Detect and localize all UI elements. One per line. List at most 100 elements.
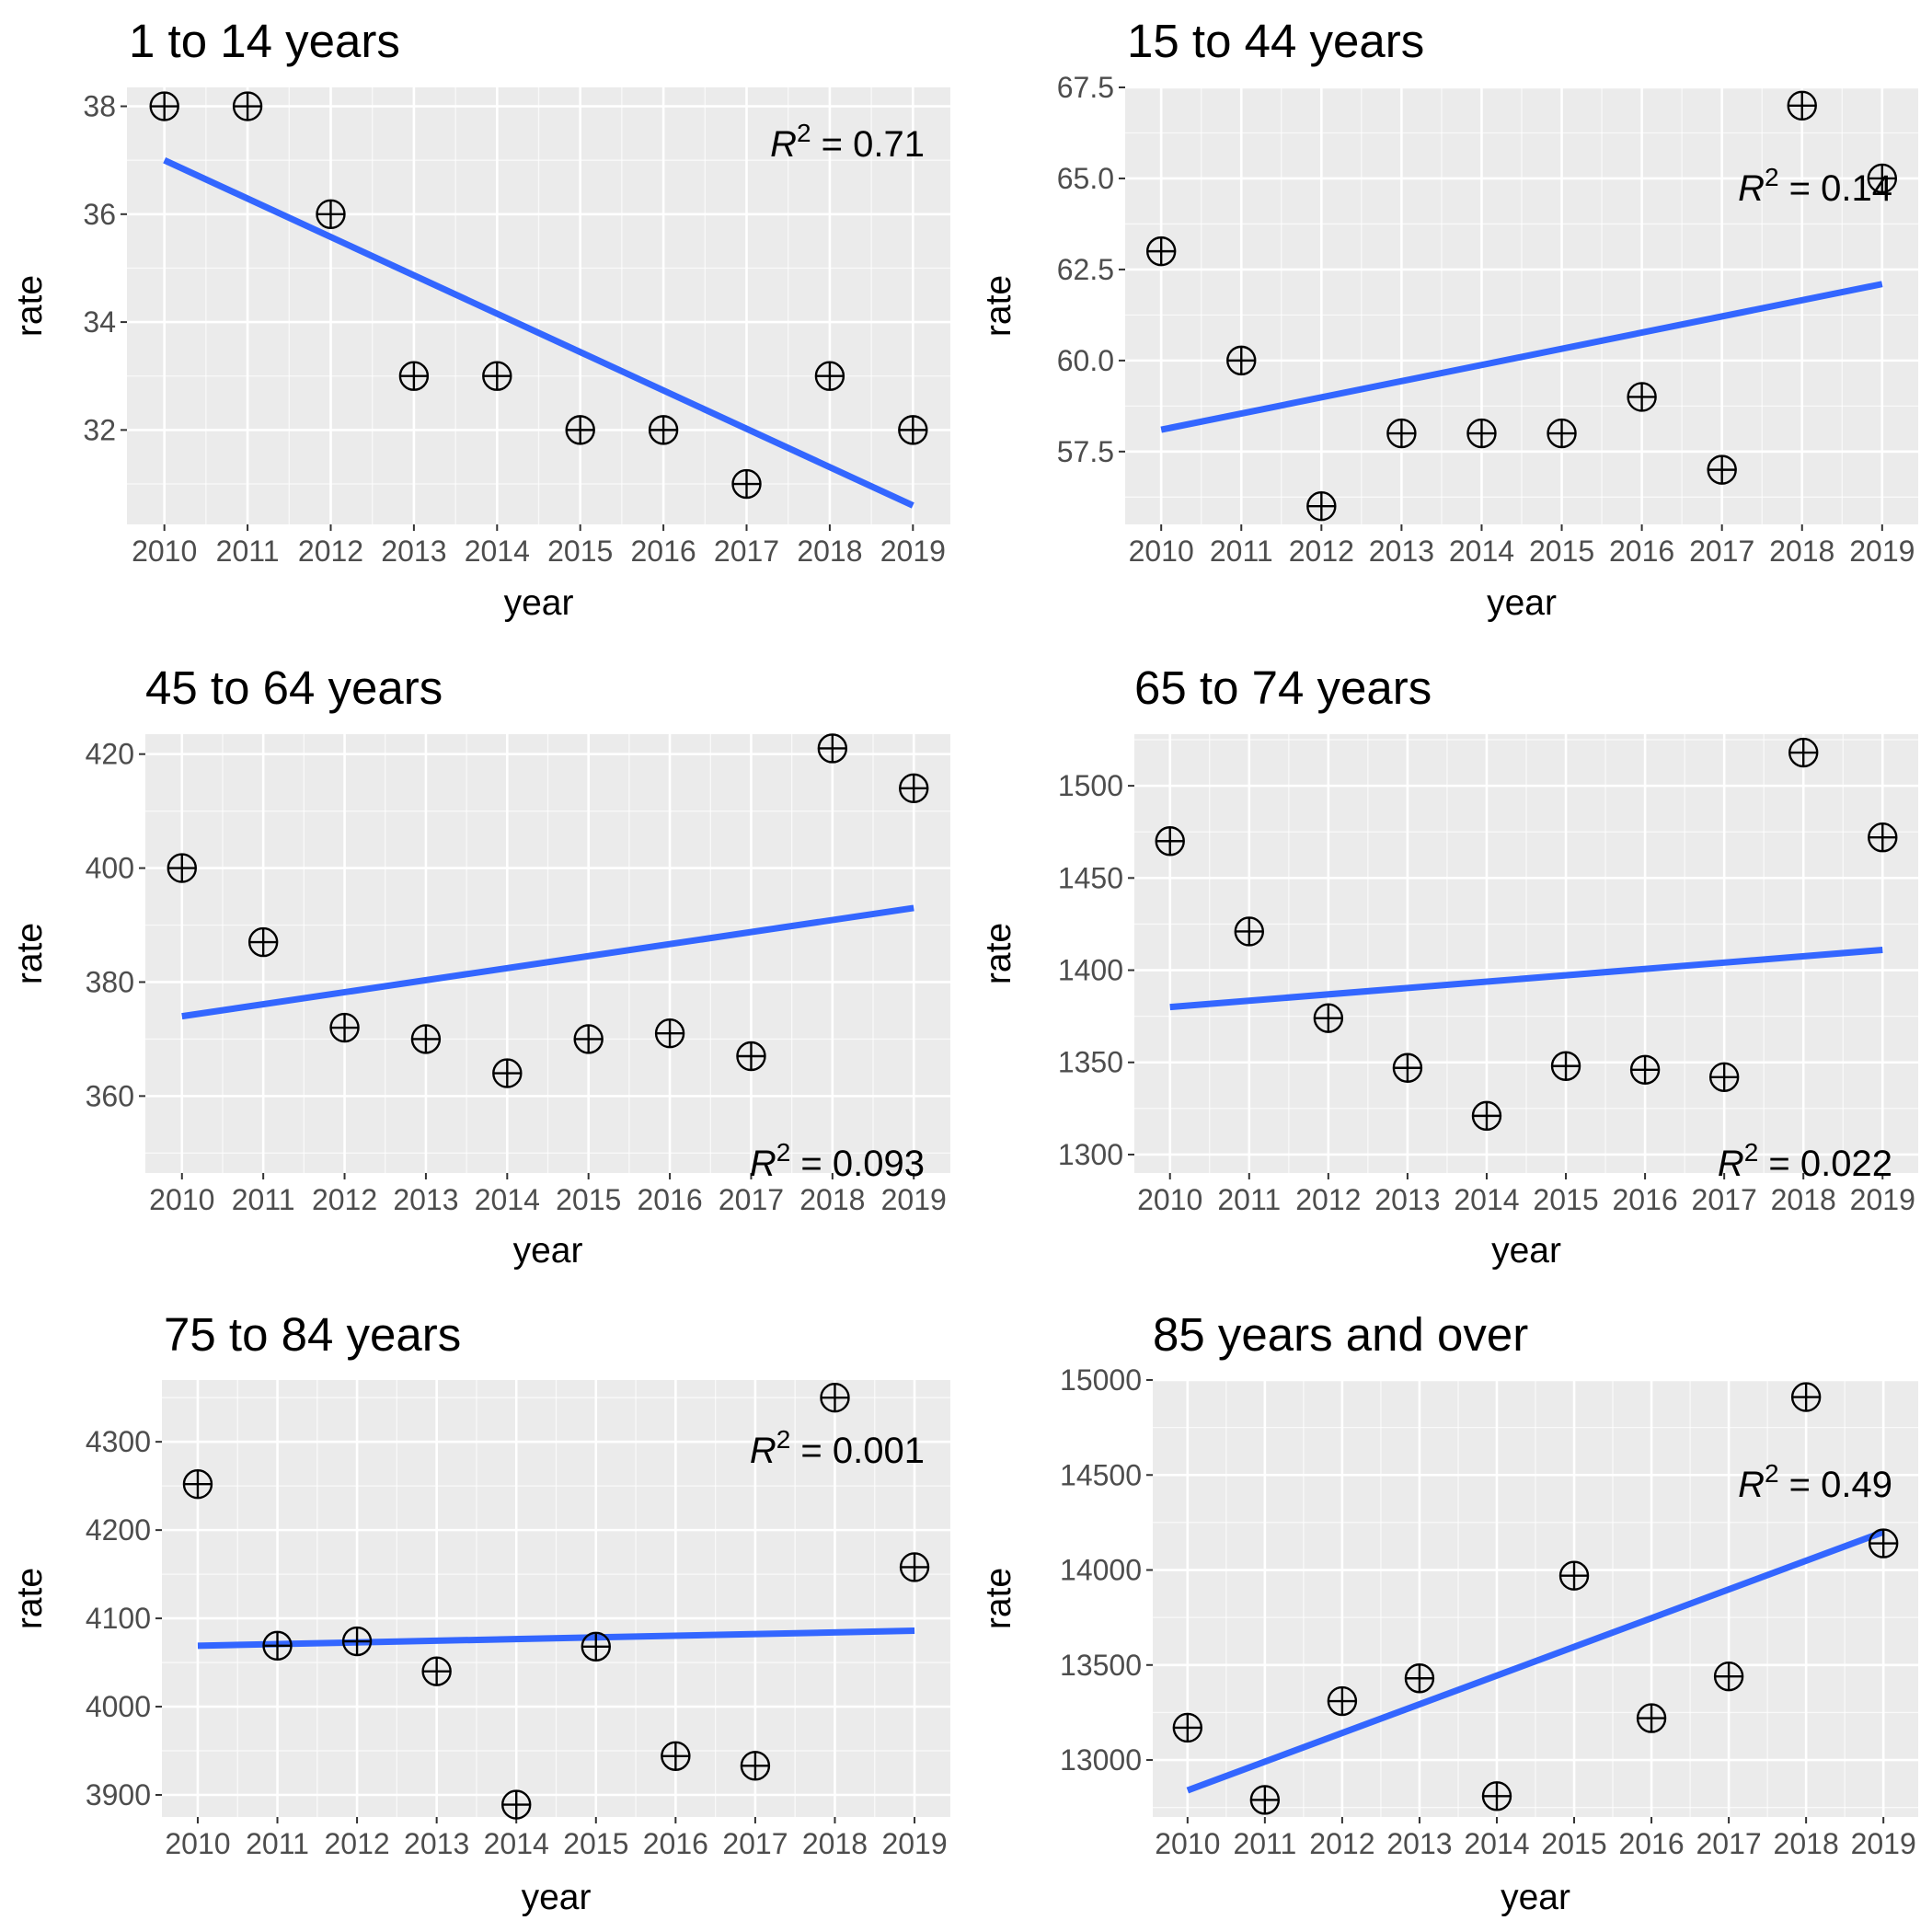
- panel-title: 65 to 74 years: [1134, 661, 1432, 714]
- data-point: [1629, 1054, 1661, 1085]
- y-axis-title: rate: [979, 1568, 1018, 1629]
- x-tick-label: 2012: [1295, 1183, 1361, 1216]
- y-tick-label: 14000: [1060, 1554, 1142, 1587]
- data-point: [648, 415, 679, 445]
- data-point: [1558, 1560, 1590, 1591]
- y-tick-label: 32: [83, 413, 116, 446]
- x-axis-title: year: [513, 1231, 583, 1271]
- x-tick-label: 2015: [1541, 1827, 1606, 1860]
- x-tick-label: 2015: [547, 535, 613, 568]
- y-tick-label: 57.5: [1057, 435, 1114, 468]
- trend-line: [197, 1627, 915, 1650]
- y-tick-label: 14500: [1060, 1458, 1142, 1491]
- x-tick-label: 2015: [1529, 535, 1594, 568]
- data-point: [182, 1469, 213, 1500]
- data-point: [1636, 1703, 1667, 1733]
- x-tick-label: 2012: [298, 535, 363, 568]
- r2-annotation: R2 = 0.14: [1738, 163, 1892, 209]
- data-point: [1404, 1663, 1435, 1694]
- data-point: [654, 1018, 685, 1049]
- data-point: [1306, 491, 1337, 522]
- panel-1: 2010 2011 2012 2013 2014 2015 2016 2017 2018 2019…: [10, 15, 950, 623]
- r2-annotation: R2 = 0.001: [750, 1425, 925, 1471]
- y-tick-label: 1350: [1058, 1046, 1123, 1079]
- x-tick-label: 2014: [1449, 535, 1514, 568]
- x-tick-label: 2011: [1210, 535, 1273, 568]
- y-tick-label: 1500: [1058, 769, 1123, 802]
- data-point: [1788, 737, 1819, 768]
- x-axis-title: year: [1487, 583, 1557, 623]
- x-tick-label: 2019: [881, 1827, 947, 1860]
- data-point: [1713, 1661, 1744, 1692]
- y-tick-label: 34: [83, 305, 116, 339]
- y-tick-label: 4300: [86, 1425, 151, 1458]
- data-point: [1392, 1052, 1423, 1083]
- data-point: [736, 1041, 766, 1072]
- x-tick-label: 2017: [719, 1183, 784, 1216]
- data-point: [398, 361, 430, 391]
- data-point: [1386, 418, 1417, 449]
- data-point: [820, 1382, 850, 1413]
- x-tick-label: 2013: [393, 1183, 458, 1216]
- data-point: [1550, 1051, 1581, 1081]
- x-tick-label: 2019: [1849, 535, 1915, 568]
- x-tick-label: 2010: [1155, 1827, 1220, 1860]
- data-point: [1226, 345, 1257, 376]
- data-point: [1471, 1100, 1502, 1132]
- data-point: [1313, 1003, 1344, 1033]
- x-tick-label: 2014: [484, 1827, 549, 1860]
- r2-annotation: R2 = 0.49: [1738, 1459, 1892, 1505]
- y-tick-label: 60.0: [1057, 344, 1114, 377]
- data-point: [814, 361, 845, 391]
- y-tick-label: 380: [86, 965, 134, 998]
- x-tick-label: 2013: [1374, 1183, 1440, 1216]
- data-point: [1466, 418, 1497, 449]
- data-point: [341, 1626, 373, 1657]
- data-point: [1249, 1785, 1281, 1815]
- x-tick-label: 2019: [881, 1183, 947, 1216]
- x-tick-label: 2016: [637, 1183, 702, 1216]
- data-point: [1627, 382, 1657, 412]
- x-tick-label: 2018: [797, 535, 862, 568]
- data-point: [581, 1631, 611, 1662]
- data-point: [262, 1630, 293, 1662]
- x-tick-label: 2011: [246, 1827, 309, 1860]
- y-tick-label: 38: [83, 90, 116, 123]
- data-point: [421, 1656, 452, 1686]
- y-tick-label: 3900: [86, 1778, 151, 1811]
- x-tick-label: 2014: [475, 1183, 540, 1216]
- data-point: [731, 468, 762, 500]
- data-point: [149, 91, 179, 121]
- x-tick-label: 2013: [381, 535, 446, 568]
- panel-4: 2010 2011 2012 2013 2014 2015 2016 2017 2018 2019…: [979, 661, 1918, 1271]
- x-tick-label: 2017: [1692, 1183, 1757, 1216]
- x-tick-label: 2014: [1464, 1827, 1529, 1860]
- data-point: [1867, 163, 1898, 194]
- x-tick-label: 2011: [216, 535, 280, 568]
- data-point: [410, 1024, 442, 1054]
- data-point: [740, 1751, 771, 1781]
- x-tick-label: 2013: [404, 1827, 469, 1860]
- y-tick-label: 360: [86, 1079, 134, 1112]
- x-tick-label: 2018: [802, 1827, 868, 1860]
- r2-annotation: R2 = 0.093: [750, 1138, 925, 1184]
- x-tick-label: 2016: [1612, 1183, 1677, 1216]
- panel-title: 15 to 44 years: [1127, 15, 1424, 67]
- data-point: [1707, 454, 1737, 485]
- y-tick-label: 13500: [1060, 1649, 1142, 1682]
- trend-line: [1160, 281, 1883, 433]
- x-tick-label: 2019: [1851, 1827, 1916, 1860]
- data-point: [1327, 1685, 1358, 1717]
- x-tick-label: 2013: [1386, 1827, 1452, 1860]
- trend-line: [1169, 947, 1883, 1011]
- y-tick-label: 420: [86, 738, 134, 771]
- x-tick-label: 2016: [643, 1827, 708, 1860]
- r2-annotation: R2 = 0.022: [1718, 1138, 1892, 1184]
- y-tick-label: 1450: [1058, 861, 1123, 894]
- y-axis-title: rate: [979, 923, 1018, 984]
- x-tick-label: 2012: [324, 1827, 389, 1860]
- x-axis-title: year: [522, 1878, 592, 1917]
- x-tick-label: 2014: [465, 535, 530, 568]
- data-point: [247, 926, 279, 958]
